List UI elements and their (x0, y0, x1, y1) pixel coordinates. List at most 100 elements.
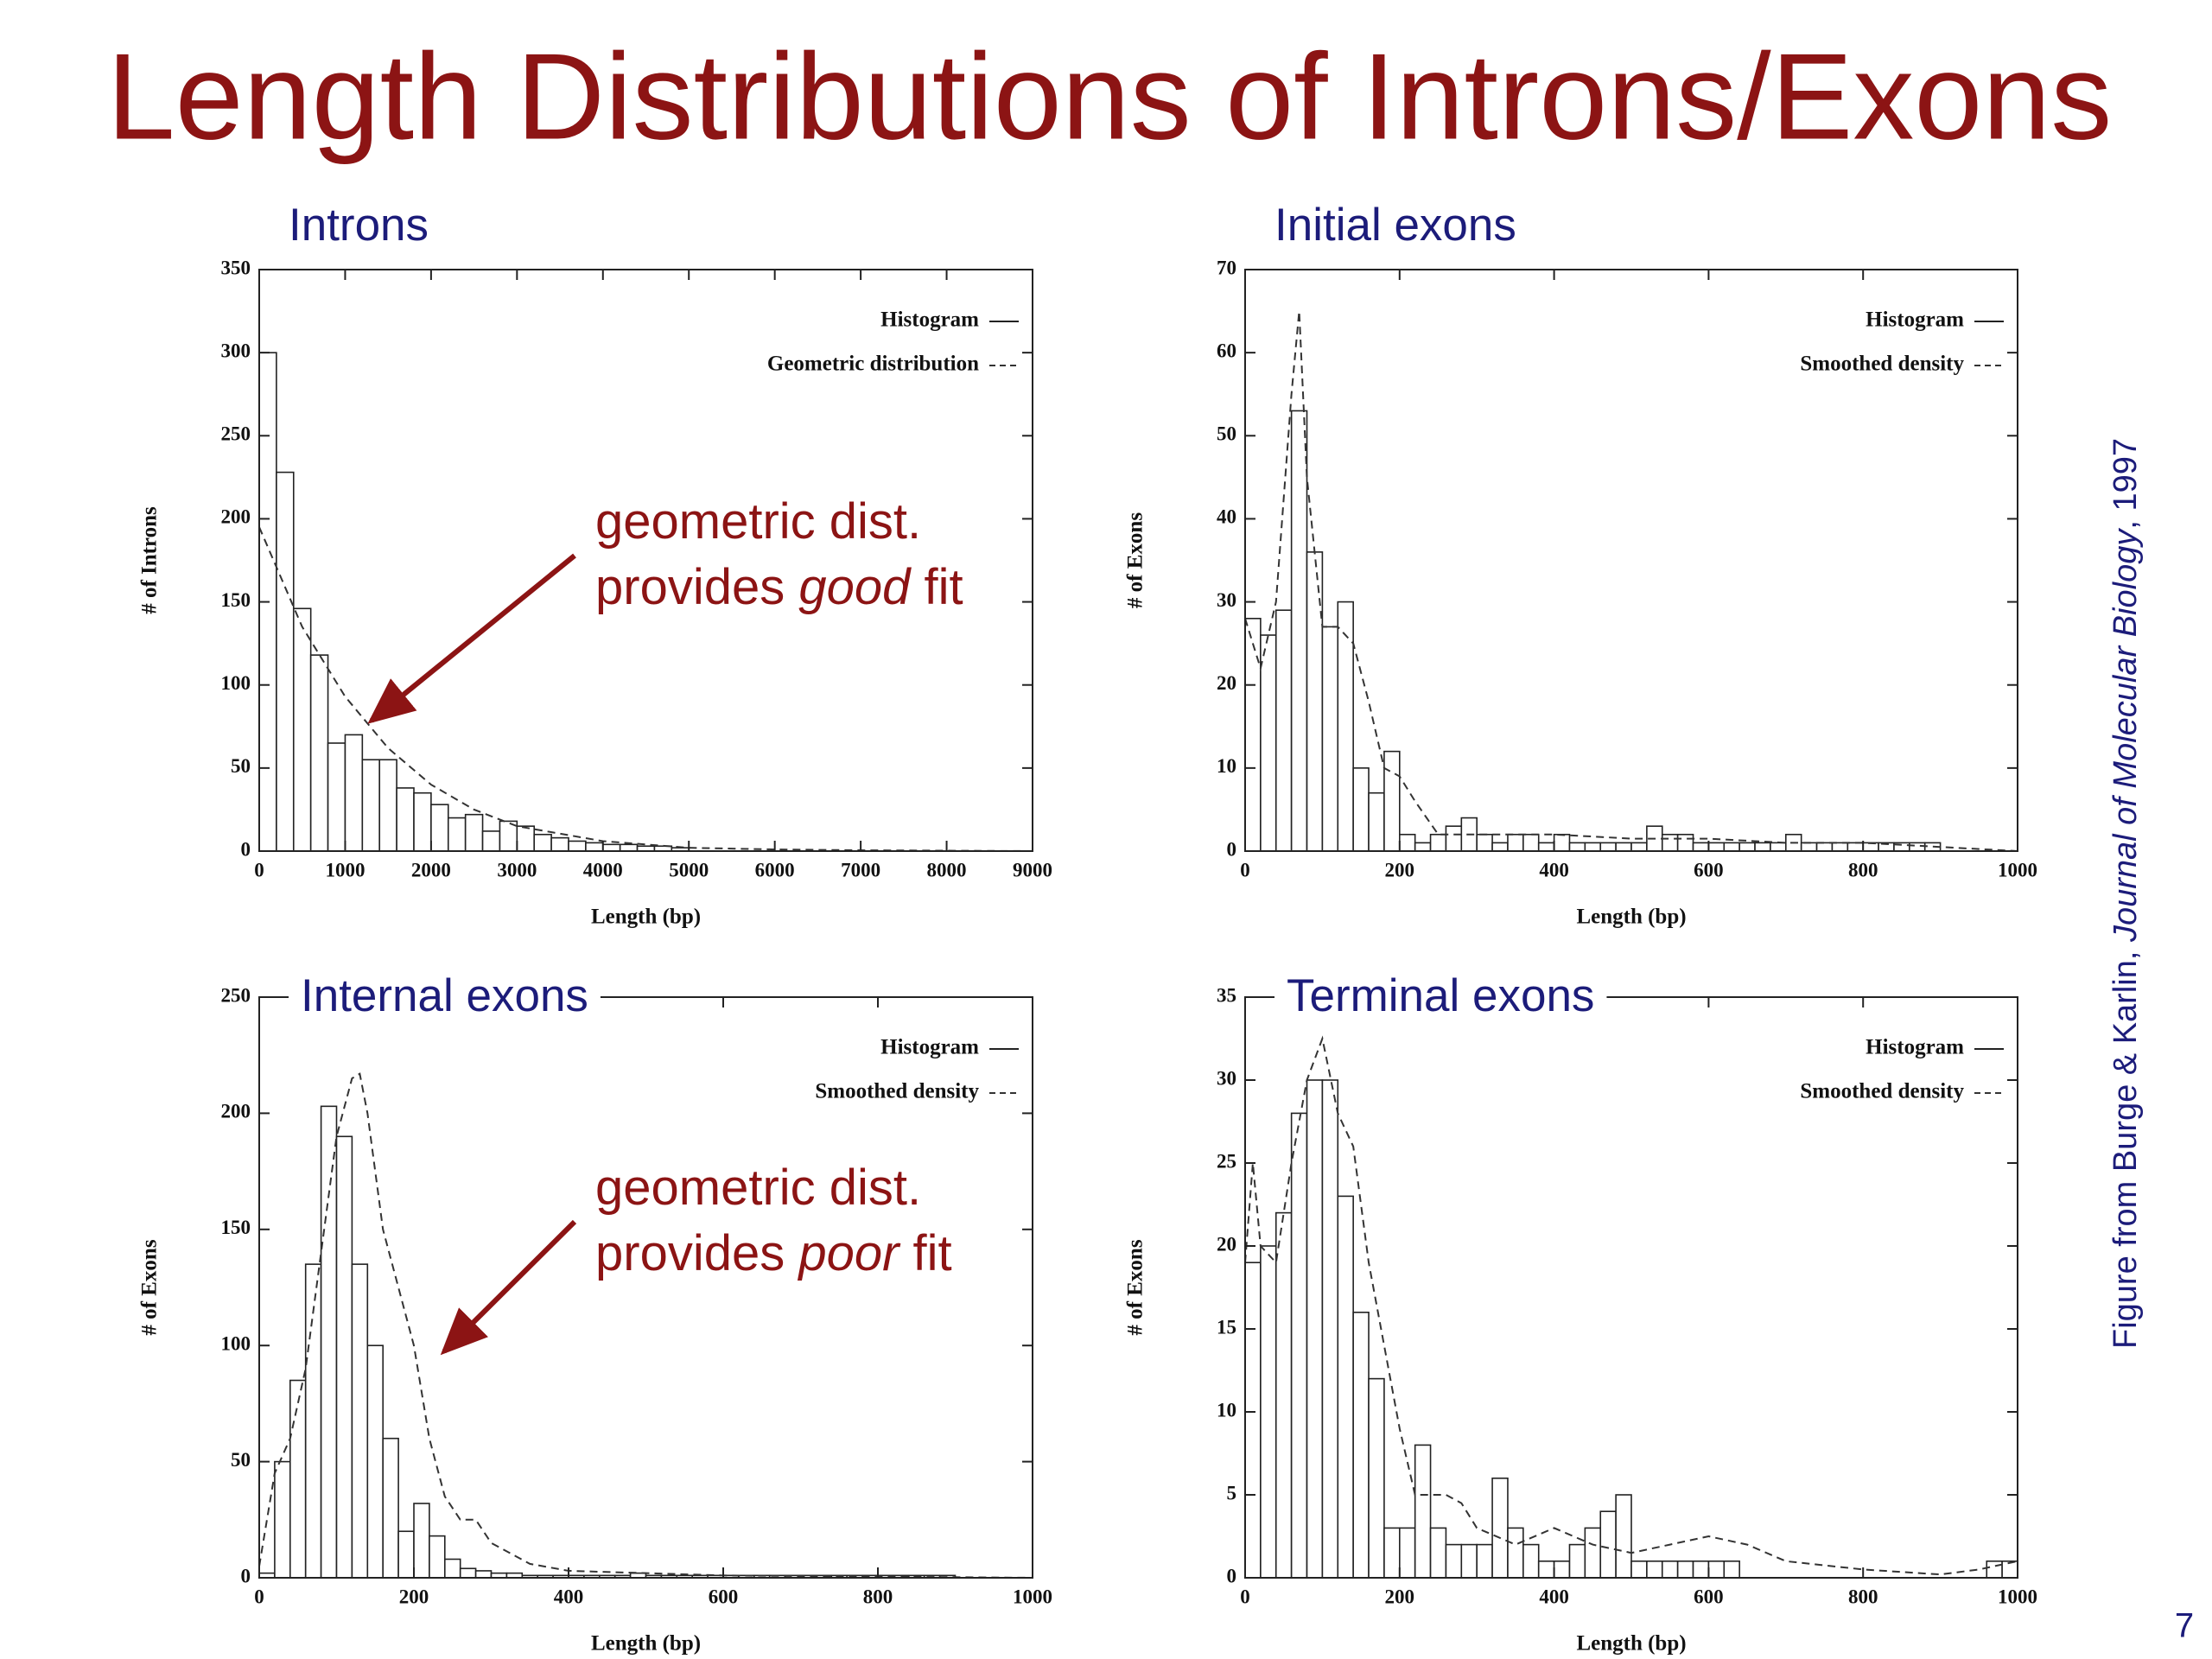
histogram-bar (397, 1530, 415, 1579)
x-tick-label: 800 (863, 1586, 893, 1607)
y-tick-label: 300 (221, 340, 251, 361)
legend-label: Histogram (1866, 1036, 1964, 1059)
histogram-bar (1429, 1527, 1447, 1579)
histogram-bar (1723, 1560, 1740, 1579)
x-tick-label: 4000 (583, 859, 623, 880)
histogram-bar (1306, 551, 1324, 852)
histogram-bar (344, 734, 364, 852)
x-tick-label: 1000 (1998, 1586, 2037, 1607)
annotation-line: provides good fit (595, 559, 963, 615)
histogram-bar (430, 804, 449, 852)
histogram-bar (1522, 833, 1540, 852)
y-tick-label: 5 (1227, 1482, 1237, 1503)
histogram-bar (382, 1437, 399, 1579)
plot-frame (258, 996, 1033, 1579)
histogram-bar (516, 825, 536, 852)
y-tick-label: 35 (1217, 984, 1236, 1006)
y-axis-label: # of Exons (138, 1239, 162, 1335)
chart-title: Terminal exons (1287, 970, 1594, 1021)
legend-label: Smoothed density (1800, 353, 1964, 376)
histogram-bar (1460, 1543, 1478, 1579)
title-background (289, 970, 601, 1021)
x-tick-label: 400 (1539, 859, 1569, 880)
histogram-bar (1399, 1527, 1416, 1579)
x-tick-label: 2000 (411, 859, 451, 880)
y-tick-label: 100 (221, 1332, 251, 1354)
histogram-bar (1986, 1560, 2003, 1579)
y-tick-label: 350 (221, 257, 251, 278)
histogram-bar (1568, 1543, 1586, 1579)
histogram-bar (1244, 1262, 1262, 1579)
histogram-bar (320, 1105, 338, 1579)
histogram-bar (1337, 601, 1354, 852)
histogram-bar (361, 759, 381, 852)
annotation-line: geometric dist. (595, 1160, 921, 1216)
histogram-bar (351, 1263, 369, 1579)
histogram-bar (1661, 833, 1679, 852)
histogram-bar (1707, 1560, 1726, 1579)
histogram-bar (1399, 833, 1416, 852)
histogram-bar (1676, 833, 1694, 852)
x-tick-label: 400 (1539, 1586, 1569, 1607)
histogram-bar (1754, 842, 1771, 852)
histogram-bar (327, 742, 346, 852)
histogram-bar (292, 607, 312, 852)
annotation-emphasis: poor (797, 1225, 901, 1281)
histogram-bar (481, 830, 501, 852)
histogram-bar (1537, 1560, 1555, 1579)
legend-label: Histogram (1866, 308, 1964, 332)
legend-label: Histogram (880, 1036, 979, 1059)
citation-journal: Journal of Molecular Biology (2107, 528, 2144, 943)
x-tick-label: 7000 (841, 859, 880, 880)
y-axis-label: # of Exons (1124, 512, 1147, 608)
histogram-bar (1368, 791, 1385, 852)
histogram-bar (1321, 1079, 1339, 1579)
histogram-bar (443, 1558, 461, 1579)
legend-label: Smoothed density (1800, 1080, 1964, 1103)
annotation-emphasis: good (798, 559, 912, 615)
density-curve (258, 1072, 1033, 1579)
y-tick-label: 30 (1217, 1067, 1236, 1089)
x-tick-label: 600 (1694, 1586, 1724, 1607)
annotation-text: provides (595, 559, 798, 615)
histogram-bar (1599, 1510, 1617, 1579)
x-tick-label: 200 (1385, 859, 1415, 880)
histogram-bar (413, 1503, 430, 1579)
histogram-bar (276, 471, 295, 852)
histogram-bar (1352, 767, 1370, 852)
citation-text: Figure from Burge & Karlin, (2107, 942, 2144, 1349)
histogram-bar (1553, 1560, 1571, 1579)
histogram-bar (1476, 833, 1493, 852)
y-tick-label: 0 (1227, 1565, 1237, 1586)
histogram-bar (459, 1567, 477, 1579)
y-tick-label: 60 (1217, 340, 1236, 361)
histogram-bar (1476, 1543, 1493, 1579)
x-tick-label: 0 (1240, 1586, 1250, 1607)
histogram-bar (1615, 842, 1632, 852)
histogram-bar (1507, 833, 1524, 852)
histogram-bar (1274, 1211, 1293, 1579)
x-tick-label: 8000 (927, 859, 967, 880)
histogram-bar (1383, 750, 1401, 852)
legend-label: Geometric distribution (767, 353, 979, 376)
x-tick-label: 800 (1848, 1586, 1878, 1607)
histogram-bar (1707, 842, 1726, 852)
histogram-bar (1615, 1494, 1632, 1579)
histogram-bar (1584, 1527, 1602, 1579)
plot-frame (1244, 996, 2018, 1579)
histogram-bar (1445, 825, 1463, 852)
x-tick-label: 800 (1848, 859, 1878, 880)
y-tick-label: 0 (241, 838, 251, 860)
histogram-bar (1630, 842, 1648, 852)
histogram-bar (289, 1379, 307, 1579)
histogram-bar (1723, 842, 1740, 852)
y-tick-label: 0 (1227, 838, 1237, 860)
histogram-bar (1321, 626, 1339, 852)
annotation-arrow (367, 553, 576, 724)
x-tick-label: 600 (1694, 859, 1724, 880)
histogram-bar (1831, 842, 1849, 852)
histogram-bar (1260, 1245, 1277, 1579)
histogram-bar (1368, 1377, 1385, 1579)
y-tick-label: 50 (231, 1449, 251, 1471)
